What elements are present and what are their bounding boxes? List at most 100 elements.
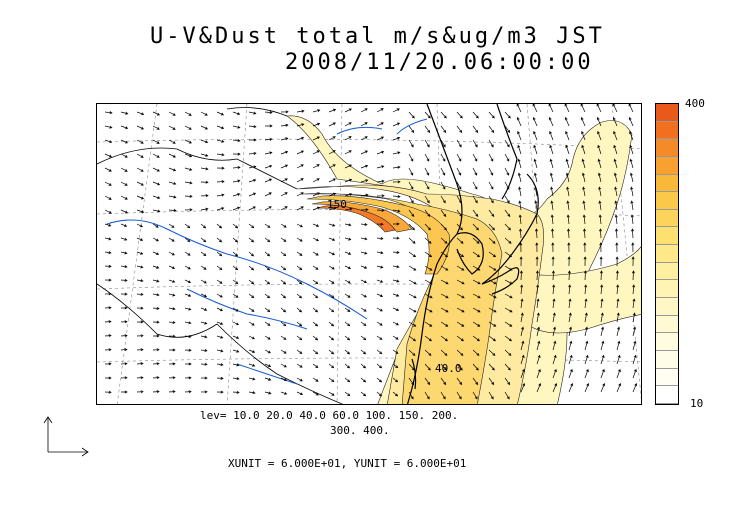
wind-arrow	[248, 138, 257, 142]
wind-arrow	[488, 279, 497, 285]
wind-arrow	[120, 111, 129, 115]
wind-arrow	[551, 256, 555, 267]
wind-arrow	[232, 251, 239, 257]
wind-arrow	[136, 390, 144, 394]
wind-arrow	[519, 256, 523, 267]
wind-arrow	[344, 293, 351, 298]
wind-arrow	[312, 109, 321, 113]
wind-arrow	[248, 223, 255, 229]
wind-arrow	[104, 292, 112, 296]
wind-arrow	[248, 349, 256, 353]
wind-arrow	[152, 125, 160, 130]
wind-arrow	[216, 237, 223, 243]
wind-arrow	[568, 383, 574, 393]
wind-arrow	[616, 354, 621, 365]
wind-arrow	[615, 228, 619, 239]
wind-arrow	[472, 167, 478, 176]
wind-arrow	[440, 195, 446, 204]
wind-arrow	[216, 265, 223, 271]
wind-arrow	[596, 104, 602, 113]
wind-arrow	[632, 312, 636, 323]
wind-arrow	[168, 237, 175, 242]
wind-arrow	[440, 111, 447, 119]
wind-arrow	[392, 236, 400, 240]
wind-arrow	[504, 153, 510, 162]
wind-arrow	[184, 125, 192, 130]
wind-arrow	[472, 209, 479, 217]
wind-arrow	[152, 334, 160, 338]
wind-arrow	[613, 158, 618, 169]
wind-arrow	[582, 214, 586, 225]
wind-arrow	[615, 242, 619, 253]
wind-arrow	[168, 208, 177, 212]
wind-arrow	[392, 122, 401, 127]
wind-arrow	[392, 165, 401, 169]
wind-arrow	[376, 349, 383, 355]
wind-arrow	[565, 144, 570, 155]
wind-arrow	[632, 368, 637, 379]
wind-arrow	[616, 284, 620, 295]
wind-arrow	[488, 251, 497, 258]
wind-arrow	[616, 368, 621, 379]
wind-arrow	[517, 144, 522, 155]
wind-arrow	[312, 192, 320, 197]
colorbar-segment	[656, 156, 678, 175]
wind-arrow	[216, 321, 224, 325]
wind-arrow	[296, 178, 304, 183]
wind-arrow	[232, 223, 239, 229]
wind-arrow	[519, 270, 523, 281]
colorbar-segment	[656, 315, 678, 334]
wind-arrow	[120, 223, 128, 227]
wind-arrow	[584, 298, 588, 309]
wind-arrow	[344, 164, 352, 169]
wind-arrow	[280, 237, 287, 242]
wind-arrow	[216, 251, 223, 257]
wind-arrow	[328, 265, 335, 270]
wind-arrow	[280, 377, 288, 382]
wind-arrow	[248, 125, 257, 129]
wind-arrow	[504, 349, 512, 356]
wind-arrow	[440, 279, 449, 285]
wind-arrow	[456, 223, 463, 231]
wind-arrow	[566, 214, 570, 225]
wind-arrow	[424, 125, 431, 134]
wind-arrow	[549, 158, 554, 169]
wind-arrow	[596, 117, 602, 127]
wind-arrow	[376, 165, 385, 169]
wind-arrow	[472, 195, 478, 204]
wind-arrow	[296, 192, 304, 197]
wind-arrow	[392, 335, 399, 340]
wind-arrow	[200, 376, 208, 380]
wind-arrow	[280, 164, 289, 169]
wind-arrow	[152, 390, 160, 394]
wind-arrow	[280, 110, 289, 114]
wind-arrow	[565, 158, 570, 169]
wind-arrow	[440, 349, 448, 356]
wind-arrow	[552, 312, 556, 323]
wind-arrow	[312, 307, 319, 313]
wind-arrow	[216, 390, 224, 394]
wind-arrow	[536, 284, 540, 295]
wind-arrow	[344, 193, 353, 197]
wind-arrow	[564, 117, 570, 127]
wind-arrow	[408, 223, 415, 231]
wind-arrow	[232, 152, 241, 156]
wind-arrow	[232, 206, 241, 211]
wind-arrow	[216, 376, 224, 380]
wind-arrow	[280, 391, 288, 395]
wind-arrow	[280, 307, 287, 313]
wind-arrow	[532, 104, 538, 113]
wind-arrow	[599, 270, 603, 281]
colorbar-segment	[656, 192, 678, 210]
wind-arrow	[472, 223, 479, 231]
wind-arrow	[504, 363, 511, 371]
wind-arrow	[472, 377, 479, 386]
wind-arrow	[504, 391, 510, 400]
wind-arrow	[232, 307, 239, 312]
wind-arrow	[456, 125, 463, 134]
wind-arrow	[360, 193, 369, 197]
wind-arrow	[613, 130, 618, 141]
wind-arrow	[408, 349, 416, 356]
wind-arrow	[120, 348, 128, 352]
wind-arrow	[360, 391, 367, 397]
